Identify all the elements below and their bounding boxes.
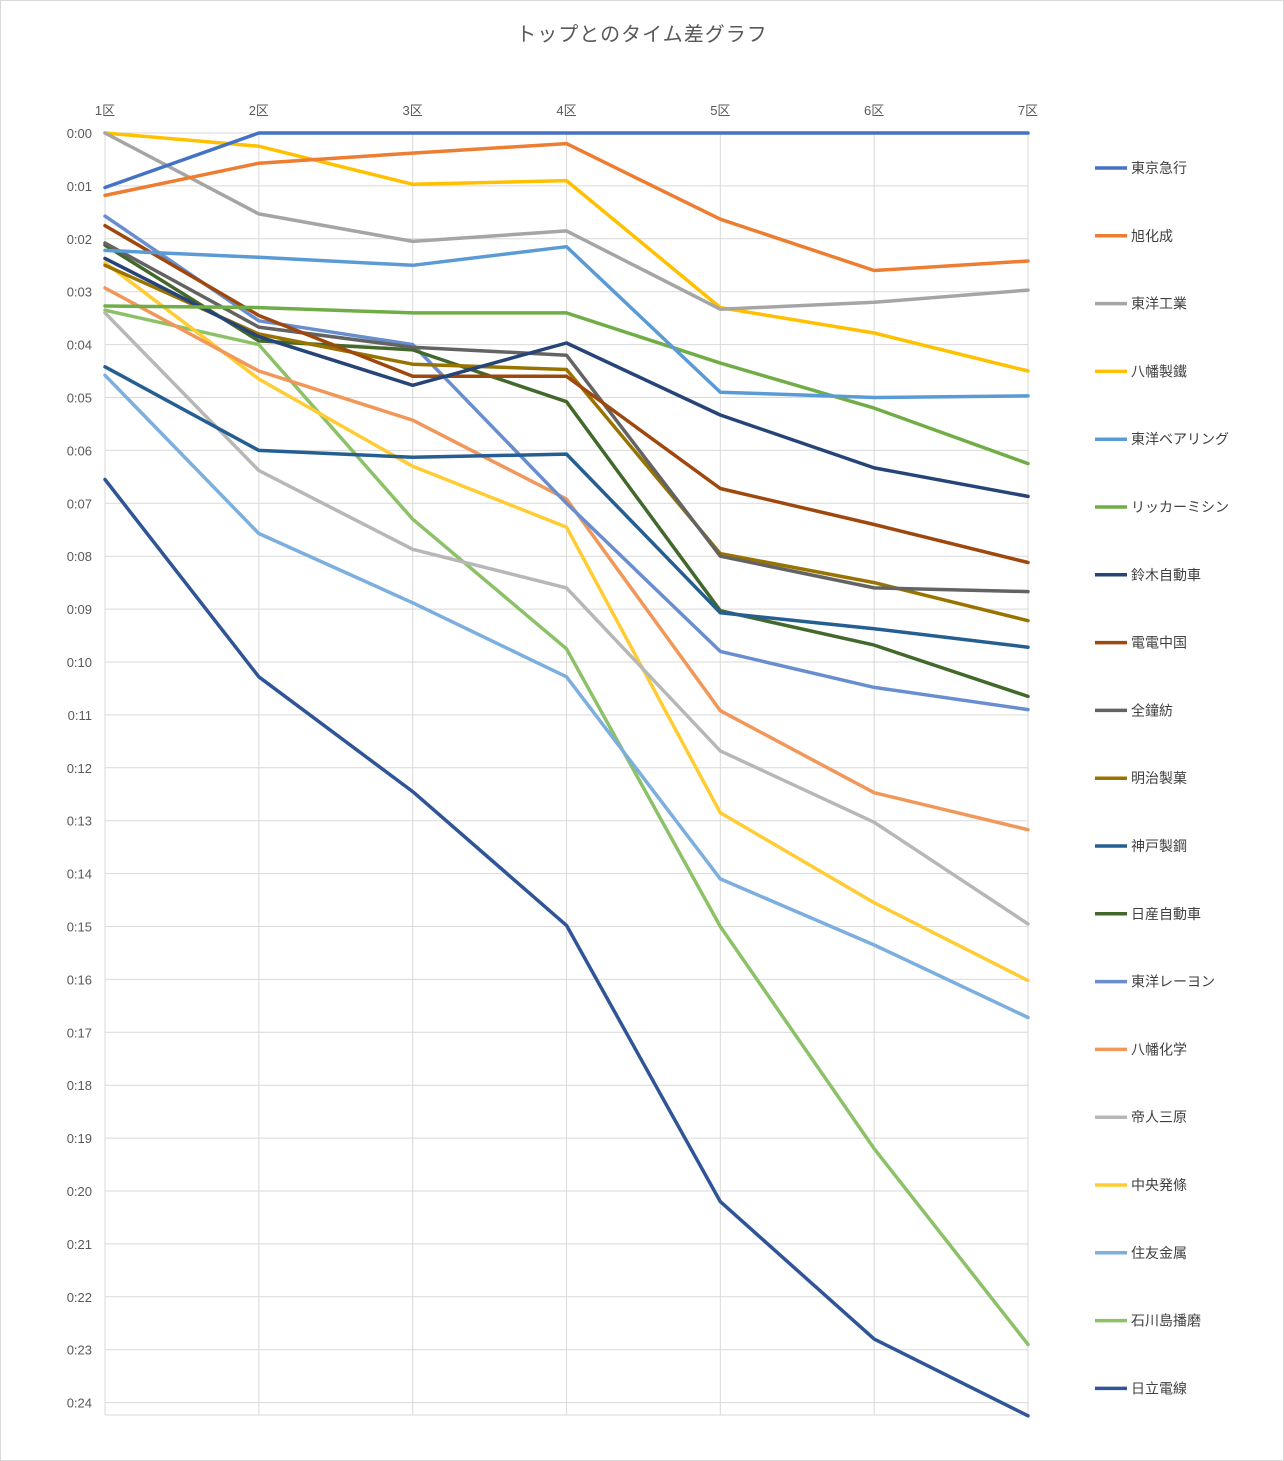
y-tick-label: 0:03: [67, 285, 92, 300]
x-tick-label: 3区: [403, 103, 423, 118]
y-tick-label: 0:19: [67, 1131, 92, 1146]
series-line: [103, 223, 1030, 565]
legend-label: 中央発條: [1131, 1178, 1187, 1194]
legend-label: 鈴木自動車: [1131, 567, 1201, 584]
series-line: [103, 263, 1030, 623]
y-tick-label: 0:00: [67, 126, 92, 141]
y-tick-label: 0:18: [67, 1078, 92, 1093]
legend-label: 東洋工業: [1131, 297, 1187, 313]
series-line: [103, 304, 1030, 466]
chart-title: トップとのタイム差グラフ: [516, 22, 768, 46]
series-line: [103, 373, 1030, 1020]
y-tick-label: 0:23: [67, 1343, 92, 1358]
x-tick-label: 7区: [1018, 103, 1038, 118]
y-tick-label: 0:14: [67, 867, 92, 882]
legend-label: 電電中国: [1131, 636, 1187, 652]
legend: 東京急行旭化成東洋工業八幡製鐵東洋ベアリングリッカーミシン鈴木自動車電電中国全鐘…: [1095, 161, 1229, 1397]
y-tick-label: 0:16: [67, 972, 92, 987]
y-tick-label: 0:24: [67, 1396, 92, 1411]
y-tick-label: 0:15: [67, 920, 92, 935]
y-tick-label: 0:07: [67, 496, 92, 511]
legend-label: 石川島播磨: [1131, 1314, 1201, 1330]
axes: 0:00 0:01 0:02 0:03 0:04 0:05 0:06 0:07 0:08 0:09…: [67, 103, 1038, 1411]
legend-label: 明治製菓: [1131, 771, 1187, 787]
x-tick-label: 5区: [710, 103, 730, 118]
x-tick-label: 6区: [864, 103, 884, 118]
series-line: [103, 141, 1030, 273]
x-tick-label: 4区: [556, 103, 576, 118]
legend-label: 八幡製鐵: [1131, 363, 1187, 380]
y-tick-label: 0:01: [67, 179, 92, 194]
legend-label: 東京急行: [1131, 161, 1187, 177]
series-line: [103, 256, 1030, 499]
x-tick-label: 2区: [249, 103, 269, 118]
legend-label: 帝人三原: [1131, 1110, 1187, 1126]
y-tick-label: 0:11: [68, 708, 92, 723]
series-line: [103, 308, 1030, 1347]
legend-label: 東洋ベアリング: [1131, 432, 1229, 448]
series-line: [103, 131, 1030, 373]
y-tick-label: 0:02: [67, 232, 92, 247]
series-line: [103, 286, 1030, 832]
legend-label: 八幡化学: [1131, 1042, 1187, 1058]
y-tick-label: 0:21: [67, 1237, 92, 1252]
y-tick-label: 0:05: [67, 391, 92, 406]
y-tick-label: 0:08: [67, 549, 92, 564]
y-tick-label: 0:10: [67, 655, 92, 670]
series-line: [103, 131, 1030, 311]
y-tick-label: 0:06: [67, 443, 92, 458]
legend-label: 神戸製鋼: [1131, 839, 1187, 855]
series-line: [103, 365, 1030, 649]
legend-label: 全鐘紡: [1131, 702, 1173, 719]
legend-label: 日立電線: [1131, 1381, 1187, 1397]
legend-label: 東洋レーヨン: [1131, 975, 1215, 991]
legend-label: 住友金属: [1131, 1246, 1187, 1262]
series-line: [103, 244, 1030, 400]
series-line: [103, 131, 1030, 190]
series-line: [103, 243, 1030, 699]
legend-label: 日産自動車: [1131, 906, 1201, 923]
series-line: [103, 214, 1030, 712]
y-tick-label: 0:20: [67, 1184, 92, 1199]
y-tick-label: 0:17: [67, 1025, 92, 1040]
series-line: [103, 477, 1030, 1418]
y-tick-label: 0:09: [67, 602, 92, 617]
legend-label: リッカーミシン: [1131, 500, 1229, 516]
series-line: [103, 311, 1030, 926]
series-line: [103, 241, 1030, 594]
y-tick-label: 0:04: [67, 338, 92, 353]
x-tick-label: 1区: [95, 103, 115, 118]
series-line: [103, 260, 1030, 983]
legend-label: 旭化成: [1131, 229, 1173, 245]
y-tick-label: 0:12: [67, 761, 92, 776]
series-lines: [103, 131, 1030, 1418]
y-tick-label: 0:13: [67, 814, 92, 829]
y-tick-label: 0:22: [67, 1290, 92, 1305]
